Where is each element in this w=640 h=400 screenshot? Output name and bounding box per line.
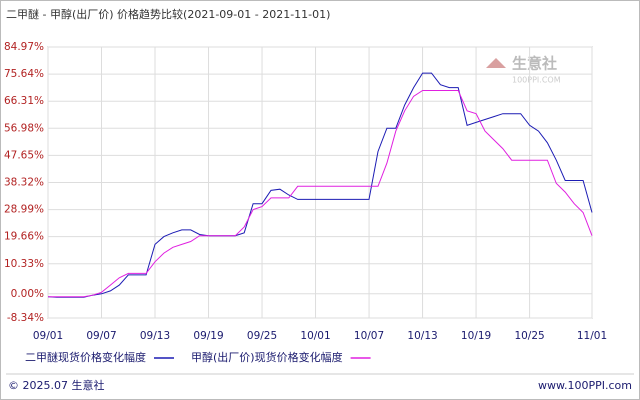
x-tick-label: 09/07 (86, 330, 116, 342)
x-tick-label: 09/01 (33, 330, 63, 342)
x-tick-label: 10/25 (514, 330, 544, 342)
y-tick-label: 56.98% (4, 122, 44, 134)
legend-label: 二甲醚现货价格变化幅度 (25, 350, 146, 364)
watermark-logo (486, 58, 506, 68)
y-tick-label: 38.32% (4, 176, 44, 188)
legend-label: 甲醇(出厂价)现货价格变化幅度 (191, 350, 343, 364)
y-tick-label: 0.00% (11, 288, 44, 300)
y-tick-label: 84.97% (4, 41, 44, 53)
x-tick-label: 10/19 (461, 330, 491, 342)
x-tick-label: 11/01 (577, 330, 607, 342)
y-tick-label: 66.31% (4, 95, 44, 107)
x-tick-label: 09/19 (193, 330, 223, 342)
footer: www.100PPI.com (538, 379, 632, 392)
y-tick-label: 75.64% (4, 68, 44, 80)
x-tick-label: 09/25 (247, 330, 277, 342)
footer: © 2025.07 生意社 (8, 378, 104, 392)
x-tick-label: 10/13 (407, 330, 437, 342)
series-line (48, 90, 593, 298)
watermark: 生意社 (512, 55, 557, 73)
chart-title: 二甲醚 - 甲醇(出厂价) 价格趋势比较(2021-09-01 - 2021-1… (6, 7, 330, 21)
x-tick-label: 10/07 (354, 330, 384, 342)
watermark: 100PPI.COM (512, 76, 561, 85)
y-tick-label: 47.65% (4, 149, 44, 161)
y-tick-label: -8.34% (7, 312, 44, 324)
y-tick-label: 10.33% (4, 258, 44, 270)
y-tick-label: 19.66% (4, 231, 44, 243)
y-tick-label: 28.99% (4, 204, 44, 216)
x-tick-label: 09/13 (140, 330, 170, 342)
series-line (47, 72, 593, 298)
x-tick-label: 10/01 (300, 330, 330, 342)
